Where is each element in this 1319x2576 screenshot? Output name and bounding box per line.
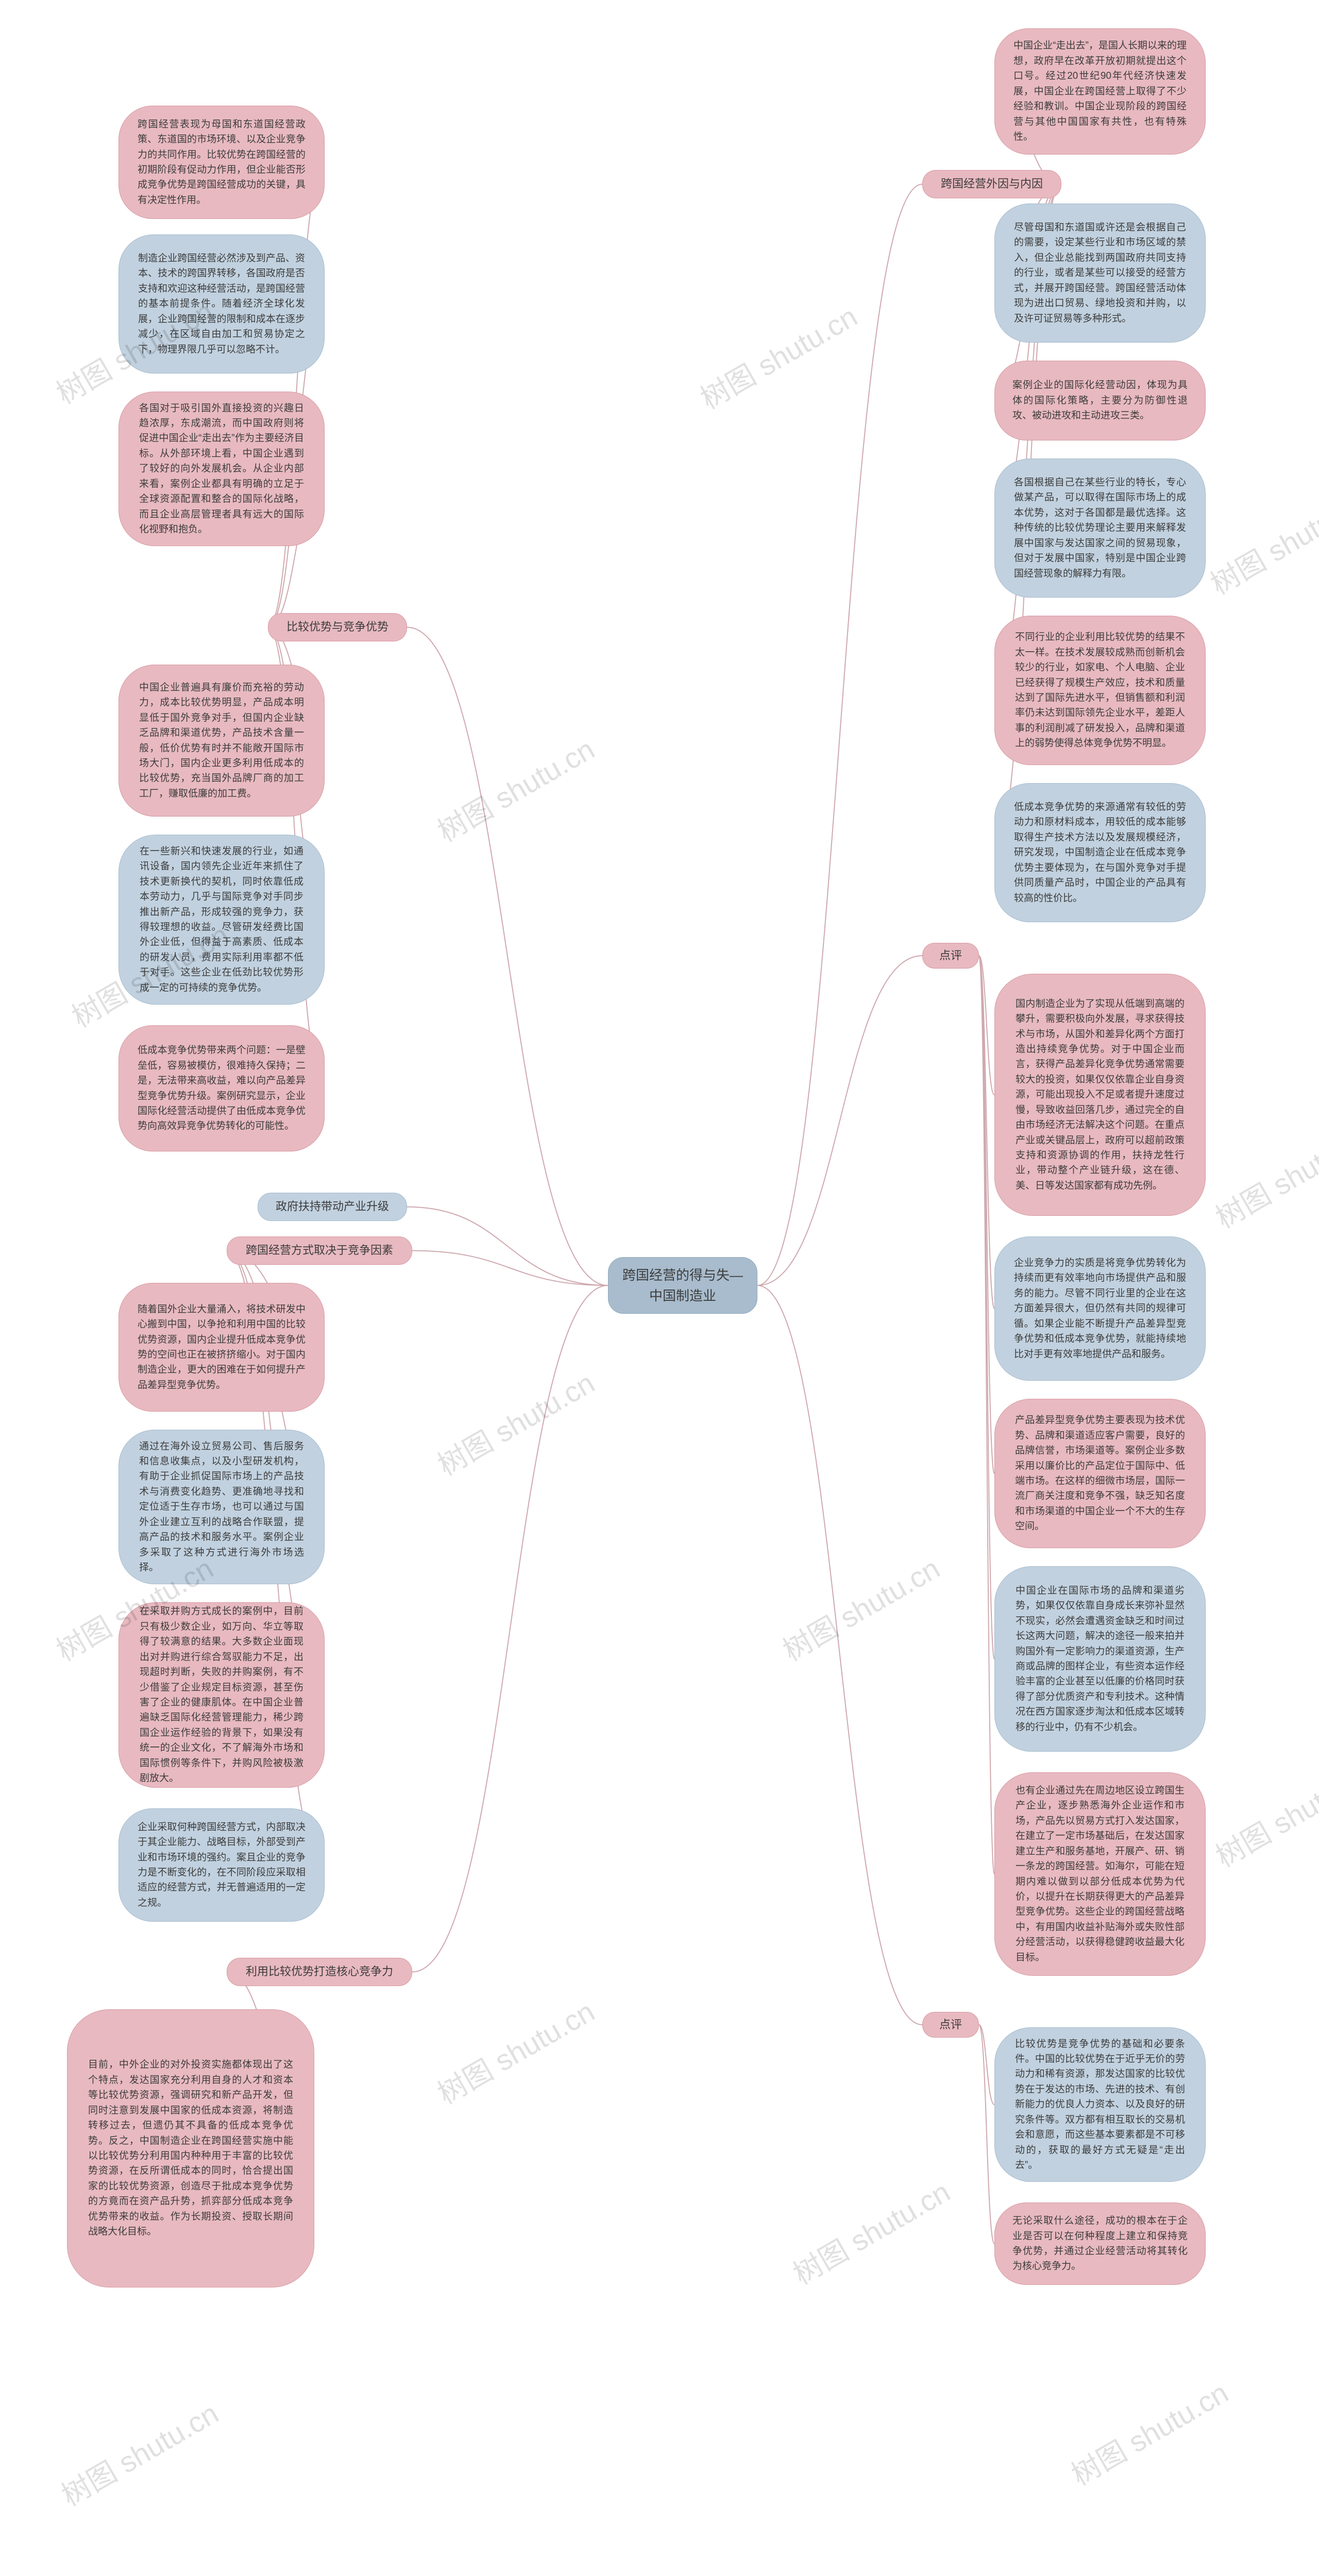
node-b1e: 不同行业的企业利用比较优势的结果不太一样。在技术发展较成熟而创新机会较少的行业，… — [994, 616, 1206, 765]
edge — [979, 956, 994, 1473]
edge — [979, 2025, 994, 2244]
watermark: 树图 shutu.cn — [429, 1361, 601, 1484]
center-node: 跨国经营的得与失—中国制造业 — [608, 1257, 757, 1314]
node-text: 各国根据自己在某些行业的特长，专心做某产品，可以取得在国际市场上的成本优势，这对… — [1014, 475, 1186, 581]
node-b1f: 低成本竞争优势的来源通常有较低的劳动力和原材料成本，用较低的成本能够取得生产技术… — [994, 783, 1206, 922]
node-b2b: 企业竞争力的实质是将竞争优势转化为持续而更有效率地向市场提供产品和服务的能力。尽… — [994, 1236, 1206, 1381]
edge — [757, 956, 922, 1285]
node-text: 国内制造企业为了实现从低端到高端的攀升，需要积极向外发展，寻求获得技术与市场，从… — [1016, 996, 1185, 1194]
node-b2d: 中国企业在国际市场的品牌和渠道劣势，如果仅仅依靠自身成长来弥补显然不现实，必然会… — [994, 1566, 1206, 1752]
node-b1c: 案例企业的国际化经营动因，体现为具体的国际化策略，主要分为防御性退攻、被动进攻和… — [994, 361, 1206, 440]
node-text: 尽管母国和东道国或许还是会根据自己的需要，设定某些行业和市场区域的禁入，但企业总… — [1014, 220, 1186, 326]
node-text: 跨国经营外因与内因 — [930, 175, 1054, 193]
node-text: 跨国经营方式取决于竞争因素 — [234, 1242, 404, 1259]
node-b6d: 企业采取何种跨国经营方式，内部取决于其企业能力、战略目标，外部受到产业和市场环境… — [119, 1808, 325, 1922]
edge — [412, 1251, 608, 1286]
node-text: 也有企业通过先在周边地区设立跨国生产企业，逐步熟悉海外企业运作和市场，产品先以贸… — [1016, 1783, 1185, 1965]
node-b4c: 各国对于吸引国外直接投资的兴趣日趋浓厚，东成潮流，而中国政府则将促进中国企业“走… — [119, 392, 325, 546]
node-b4f: 低成本竞争优势带来两个问题：一是壁垒低，容易被模仿，很难持久保持；二是，无法带来… — [119, 1025, 325, 1151]
node-b3b: 无论采取什么途径，成功的根本在于企业是否可以在何种程度上建立和保持竞争优势，并通… — [994, 2202, 1206, 2285]
node-text: 不同行业的企业利用比较优势的结果不太一样。在技术发展较成熟而创新机会较少的行业，… — [1015, 630, 1185, 751]
node-b1a: 中国企业“走出去”，是国人长期以来的理想，政府早在改革开放初期就提出这个口号。经… — [994, 28, 1206, 155]
watermark: 树图 shutu.cn — [1207, 1752, 1319, 1876]
node-b6b: 通过在海外设立贸易公司、售后服务和信息收集点，以及小型研发机构，有助于企业抓促国… — [119, 1430, 325, 1584]
node-b1d: 各国根据自己在某些行业的特长，专心做某产品，可以取得在国际市场上的成本优势，这对… — [994, 459, 1206, 598]
node-b4a: 跨国经营表现为母国和东道国经营政策、东道国的市场环境、以及企业竞争力的共同作用。… — [119, 106, 325, 219]
watermark: 树图 shutu.cn — [429, 1989, 601, 2113]
node-b6a: 随着国外企业大量涌入，将技术研发中心搬到中国，以争抢和利用中国的比较优势资源，国… — [119, 1283, 325, 1412]
node-b2c: 产品差异型竞争优势主要表现为技术优势、品牌和渠道适应客户需要，良好的品牌信誉，市… — [994, 1399, 1206, 1548]
watermark: 树图 shutu.cn — [774, 1546, 946, 1670]
watermark: 树图 shutu.cn — [1207, 1113, 1319, 1237]
edge — [407, 628, 608, 1286]
node-text: 随着国外企业大量涌入，将技术研发中心搬到中国，以争抢和利用中国的比较优势资源，国… — [138, 1302, 306, 1393]
node-b4: 比较优势与竞争优势 — [268, 613, 407, 641]
node-text: 比较优势是竞争优势的基础和必要条件。中国的比较优势在于近乎无价的劳动力和稀有资源… — [1015, 2037, 1185, 2173]
node-text: 政府扶持带动产业升级 — [265, 1198, 399, 1215]
node-text: 中国企业普遍具有廉价而充裕的劳动力，成本比较优势明显，产品成本明显低于国外竞争对… — [139, 680, 304, 802]
node-b4b: 制造企业跨国经营必然涉及到产品、资本、技术的跨国界转移，各国政府是否支持和欢迎这… — [119, 234, 325, 374]
node-text: 低成本竞争优势的来源通常有较低的劳动力和原材料成本，用较低的成本能够取得生产技术… — [1014, 800, 1186, 906]
node-text: 企业采取何种跨国经营方式，内部取决于其企业能力、战略目标，外部受到产业和市场环境… — [138, 1820, 306, 1911]
edge — [979, 956, 994, 1874]
node-text: 通过在海外设立贸易公司、售后服务和信息收集点，以及小型研发机构，有助于企业抓促国… — [139, 1439, 304, 1575]
node-text: 在一些新兴和快速发展的行业，如通讯设备，国内领先企业近年来抓住了技术更新换代的契… — [140, 844, 303, 995]
watermark: 树图 shutu.cn — [1202, 480, 1319, 603]
node-b5: 政府扶持带动产业升级 — [258, 1193, 407, 1221]
node-text: 案例企业的国际化经营动因，体现为具体的国际化策略，主要分为防御性退攻、被动进攻和… — [1012, 378, 1188, 423]
edge — [757, 184, 922, 1286]
node-b7a: 目前，中外企业的对外投资实施都体现出了这个特点，发达国家充分利用自身的人才和资本… — [67, 2009, 314, 2287]
watermark: 树图 shutu.cn — [691, 294, 864, 418]
edge — [412, 1285, 608, 1972]
node-text: 无论采取什么途径，成功的根本在于企业是否可以在何种程度上建立和保持竞争优势，并通… — [1012, 2213, 1188, 2274]
edge — [407, 1207, 608, 1286]
edge — [979, 956, 994, 1659]
node-text: 中国企业“走出去”，是国人长期以来的理想，政府早在改革开放初期就提出这个口号。经… — [1013, 38, 1187, 144]
edge — [979, 2025, 994, 2105]
watermark: 树图 shutu.cn — [1062, 2370, 1235, 2494]
node-b3: 点评 — [922, 2012, 979, 2038]
node-b6c: 在采取并购方式成长的案例中，目前只有极少数企业，如万向、华立等取得了较满意的结果… — [119, 1602, 325, 1788]
watermark: 树图 shutu.cn — [784, 2170, 956, 2293]
node-text: 利用比较优势打造核心竞争力 — [234, 1963, 404, 1980]
node-text: 目前，中外企业的对外投资实施都体现出了这个特点，发达国家充分利用自身的人才和资本… — [88, 2057, 293, 2239]
node-b7: 利用比较优势打造核心竞争力 — [227, 1958, 412, 1986]
edge — [979, 956, 994, 1095]
node-text: 点评 — [929, 2016, 972, 2033]
node-b1: 跨国经营外因与内因 — [922, 170, 1061, 198]
node-b2e: 也有企业通过先在周边地区设立跨国生产企业，逐步熟悉海外企业运作和市场，产品先以贸… — [994, 1772, 1206, 1976]
node-text: 产品差异型竞争优势主要表现为技术优势、品牌和渠道适应客户需要，良好的品牌信誉，市… — [1015, 1413, 1185, 1534]
node-text: 跨国经营的得与失—中国制造业 — [617, 1265, 748, 1307]
edge — [979, 956, 994, 1309]
node-b4e: 在一些新兴和快速发展的行业，如通讯设备，国内领先企业近年来抓住了技术更新换代的契… — [119, 835, 325, 1005]
node-text: 比较优势与竞争优势 — [276, 618, 399, 636]
watermark: 树图 shutu.cn — [53, 2391, 225, 2515]
node-text: 跨国经营表现为母国和东道国经营政策、东道国的市场环境、以及企业竞争力的共同作用。… — [138, 117, 306, 208]
node-b6: 跨国经营方式取决于竞争因素 — [227, 1236, 412, 1265]
node-text: 企业竞争力的实质是将竞争优势转化为持续而更有效率地向市场提供产品和服务的能力。尽… — [1014, 1256, 1186, 1362]
node-text: 中国企业在国际市场的品牌和渠道劣势，如果仅仅依靠自身成长来弥补显然不现实，必然会… — [1016, 1583, 1185, 1735]
watermark: 树图 shutu.cn — [429, 727, 601, 851]
node-text: 各国对于吸引国外直接投资的兴趣日趋浓厚，东成潮流，而中国政府则将促进中国企业“走… — [139, 401, 304, 537]
node-text: 制造企业跨国经营必然涉及到产品、资本、技术的跨国界转移，各国政府是否支持和欢迎这… — [138, 251, 305, 357]
mindmap-root: 跨国经营的得与失—中国制造业 跨国经营外因与内因 中国企业“走出去”，是国人长期以来… — [0, 0, 1319, 2576]
node-b3a: 比较优势是竞争优势的基础和必要条件。中国的比较优势在于近乎无价的劳动力和稀有资源… — [994, 2027, 1206, 2182]
edge — [757, 1285, 922, 2025]
node-text: 低成本竞争优势带来两个问题：一是壁垒低，容易被模仿，很难持久保持；二是，无法带来… — [138, 1043, 306, 1134]
node-b2a: 国内制造企业为了实现从低端到高端的攀升，需要积极向外发展，寻求获得技术与市场，从… — [994, 974, 1206, 1216]
node-b1b: 尽管母国和东道国或许还是会根据自己的需要，设定某些行业和市场区域的禁入，但企业总… — [994, 204, 1206, 343]
node-text: 点评 — [929, 947, 972, 964]
node-b4d: 中国企业普遍具有廉价而充裕的劳动力，成本比较优势明显，产品成本明显低于国外竞争对… — [119, 665, 325, 817]
node-text: 在采取并购方式成长的案例中，目前只有极少数企业，如万向、华立等取得了较满意的结果… — [140, 1604, 303, 1786]
node-b2: 点评 — [922, 943, 979, 969]
